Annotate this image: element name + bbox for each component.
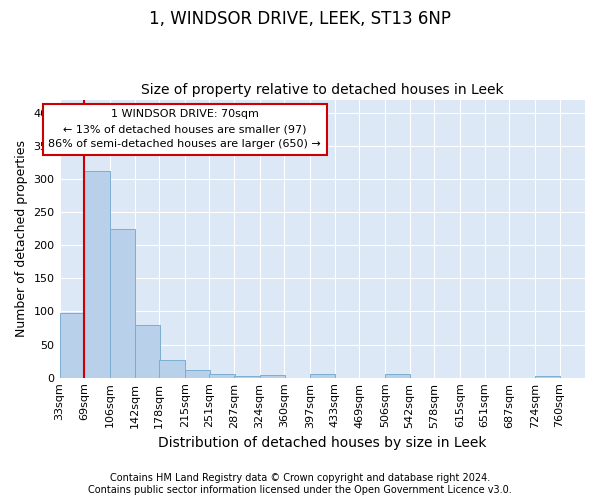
Text: 1 WINDSOR DRIVE: 70sqm
← 13% of detached houses are smaller (97)
86% of semi-det: 1 WINDSOR DRIVE: 70sqm ← 13% of detached… (49, 110, 321, 149)
Bar (185, 370, 210, 378)
Bar (310, 374, 335, 378)
Bar (110, 230, 135, 378)
Text: 1, WINDSOR DRIVE, LEEK, ST13 6NP: 1, WINDSOR DRIVE, LEEK, ST13 6NP (149, 10, 451, 28)
Text: Contains HM Land Registry data © Crown copyright and database right 2024.
Contai: Contains HM Land Registry data © Crown c… (88, 474, 512, 495)
Bar (209, 374, 235, 378)
X-axis label: Distribution of detached houses by size in Leek: Distribution of detached houses by size … (158, 436, 487, 450)
Bar (159, 360, 185, 378)
Bar (535, 376, 560, 378)
Bar (385, 374, 410, 378)
Y-axis label: Number of detached properties: Number of detached properties (15, 140, 28, 337)
Title: Size of property relative to detached houses in Leek: Size of property relative to detached ho… (141, 83, 503, 97)
Bar (59, 314, 85, 378)
Bar (260, 375, 285, 378)
Bar (134, 324, 160, 378)
Bar (85, 171, 110, 378)
Bar (234, 376, 260, 378)
